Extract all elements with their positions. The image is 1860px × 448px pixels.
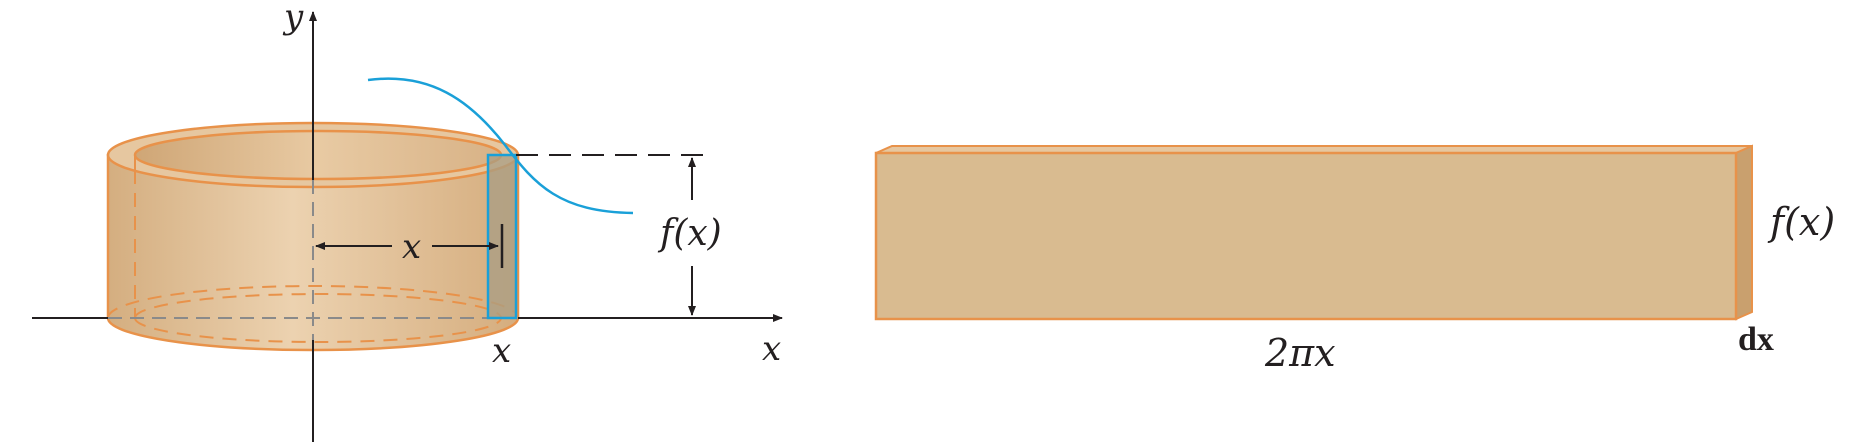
radius-label: x xyxy=(402,227,421,267)
slab-front-face xyxy=(874,151,1738,321)
hidden-bottom-inner xyxy=(134,293,502,319)
radius-dimension: x xyxy=(315,224,504,268)
circumference-label: 2πx xyxy=(1264,331,1336,375)
height-label-right: f(x) xyxy=(1767,200,1835,244)
slab-side-face xyxy=(1735,144,1753,321)
y-axis-label: y xyxy=(282,0,304,37)
x-axis-label: x xyxy=(762,329,781,369)
height-dimension-left: f(x) xyxy=(516,154,722,316)
shell-inner-opening xyxy=(133,129,503,181)
unrolled-shell-figure: f(x) 2πx dx xyxy=(874,144,1835,375)
x-tick-label: x xyxy=(492,331,511,371)
thickness-label: dx xyxy=(1738,321,1774,358)
cylindrical-shell-figure xyxy=(106,77,634,352)
axes: y x x xyxy=(32,0,783,442)
hidden-bottom-inner-front xyxy=(134,317,502,343)
function-curve xyxy=(367,77,634,215)
height-label-left: f(x) xyxy=(657,213,722,254)
